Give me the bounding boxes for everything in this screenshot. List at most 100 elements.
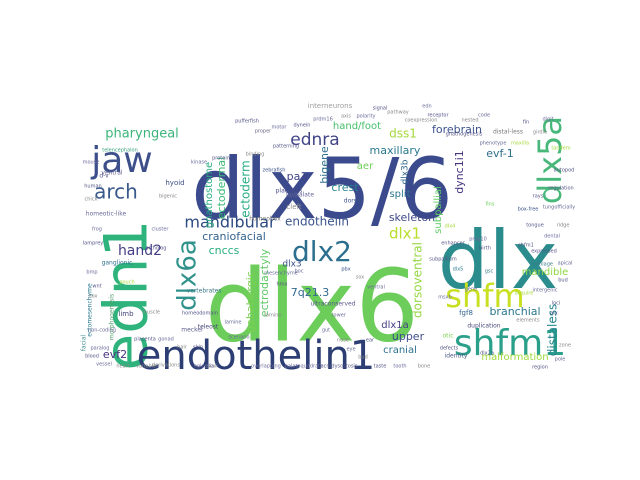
word-90: dlx2a bbox=[480, 351, 494, 357]
word-178: placenta bbox=[134, 337, 156, 343]
word-62: meckel bbox=[181, 327, 203, 334]
word-95: msxb bbox=[438, 295, 452, 301]
word-113: lamine bbox=[265, 313, 282, 319]
word-125: dental bbox=[544, 234, 560, 240]
word-181: blood bbox=[85, 354, 99, 360]
word-120: gnathogenesis bbox=[446, 132, 483, 138]
word-97: prdm16 bbox=[313, 117, 333, 123]
word-158: girdle bbox=[533, 130, 547, 136]
word-98: dlx4 bbox=[445, 224, 456, 230]
word-160: autopod bbox=[554, 168, 575, 174]
word-106: pouch bbox=[119, 280, 134, 286]
word-33: 7q21.3 bbox=[291, 286, 329, 299]
word-151: signal bbox=[373, 106, 388, 112]
word-144: kinase bbox=[191, 160, 207, 166]
word-59: ganglionic bbox=[102, 260, 133, 267]
word-48: evf2 bbox=[103, 348, 127, 361]
word-18: forebrain bbox=[432, 123, 482, 136]
word-103: lamine bbox=[225, 320, 242, 326]
word-7: jaw bbox=[90, 140, 153, 181]
word-94: dlx5 bbox=[453, 267, 464, 273]
word-34: dlx3 bbox=[282, 260, 301, 270]
word-21: endothelin bbox=[285, 215, 349, 229]
word-131: alx bbox=[550, 311, 557, 317]
word-92: gene bbox=[465, 287, 478, 293]
word-108: variable bbox=[136, 364, 156, 370]
word-42: distaless bbox=[546, 304, 560, 356]
word-132: mouse bbox=[83, 160, 100, 166]
word-16: evf-1 bbox=[486, 147, 514, 160]
word-130: loci bbox=[552, 301, 561, 307]
word-167: bone bbox=[418, 364, 430, 370]
word-53: homeobox bbox=[249, 216, 281, 223]
word-45: gnathostome bbox=[204, 162, 215, 228]
word-28: split bbox=[389, 189, 410, 200]
word-40: dlx1a bbox=[381, 320, 409, 331]
word-163: bud bbox=[558, 278, 568, 284]
word-14: pharyngeal bbox=[105, 127, 179, 142]
word-127: cartilage bbox=[531, 262, 553, 268]
word-57: distal-less bbox=[493, 129, 523, 136]
word-31: pa1 bbox=[287, 170, 308, 183]
word-32: bigene bbox=[318, 146, 331, 184]
word-76: palatoquadrate bbox=[285, 364, 323, 370]
word-25: hand2 bbox=[118, 243, 162, 259]
word-30: aer bbox=[357, 161, 374, 172]
word-15: dss1 bbox=[389, 127, 417, 141]
word-145: protein bbox=[212, 156, 230, 162]
word-179: heart bbox=[116, 364, 129, 370]
word-169: taste bbox=[374, 364, 387, 370]
word-54: dorsal bbox=[344, 198, 363, 205]
word-112: defects bbox=[440, 346, 459, 352]
word-150: polarity bbox=[356, 114, 375, 120]
word-3: edn1 bbox=[92, 219, 162, 370]
word-129: intergenic bbox=[532, 288, 557, 294]
word-133: human bbox=[84, 184, 101, 190]
word-139: hox bbox=[88, 294, 97, 300]
word-63: limb bbox=[118, 310, 134, 318]
word-47: subpallial bbox=[433, 186, 444, 234]
word-96: patterning bbox=[273, 144, 299, 150]
word-156: code bbox=[478, 113, 490, 119]
word-170: bud bbox=[358, 355, 368, 361]
word-148: dynein bbox=[294, 123, 311, 129]
word-164: zone bbox=[559, 343, 571, 349]
word-70: ectomesenchyme bbox=[87, 283, 94, 337]
word-4: endothelin1 bbox=[137, 333, 376, 379]
word-168: tooth bbox=[393, 364, 406, 370]
word-142: cluster bbox=[151, 227, 169, 233]
word-134: chick bbox=[85, 197, 98, 203]
word-100: hmx bbox=[277, 282, 288, 288]
word-84: maxilla bbox=[511, 141, 529, 147]
word-19: hand/foot bbox=[333, 121, 381, 132]
word-152: pathway bbox=[387, 110, 409, 116]
word-67: fgf8 bbox=[459, 309, 473, 317]
word-119: enhancer bbox=[441, 241, 465, 247]
word-174: gut bbox=[322, 328, 330, 334]
word-176: hair bbox=[177, 345, 188, 351]
word-117: sox bbox=[356, 275, 365, 281]
word-8: dlx5a bbox=[531, 116, 569, 204]
word-138: wnt bbox=[92, 284, 101, 290]
word-1: dlx6 bbox=[205, 247, 419, 364]
word-74: d-v bbox=[99, 173, 109, 180]
word-6: shfm1 bbox=[454, 323, 566, 364]
word-78: derivations bbox=[152, 363, 180, 369]
word-38: upper bbox=[392, 330, 425, 343]
word-99: gsc bbox=[485, 269, 494, 275]
word-182: muscle bbox=[142, 310, 160, 316]
word-55: placodes bbox=[276, 188, 303, 195]
word-122: coexpression bbox=[405, 118, 438, 124]
word-36: mandible bbox=[522, 267, 569, 278]
word-23: dlx3b bbox=[401, 159, 411, 184]
word-35: branchial bbox=[489, 305, 540, 318]
word-77: acrodysostosis bbox=[321, 364, 358, 370]
word-136: lamprey bbox=[83, 241, 104, 247]
word-39: cranial bbox=[383, 345, 417, 356]
word-175: skin bbox=[193, 345, 203, 351]
word-0: dlx5/6 bbox=[191, 140, 453, 238]
word-61: teleost bbox=[198, 324, 219, 331]
word-140: paralog bbox=[91, 346, 110, 352]
word-124: regulation bbox=[548, 186, 573, 192]
word-121: phenotype bbox=[480, 141, 507, 147]
